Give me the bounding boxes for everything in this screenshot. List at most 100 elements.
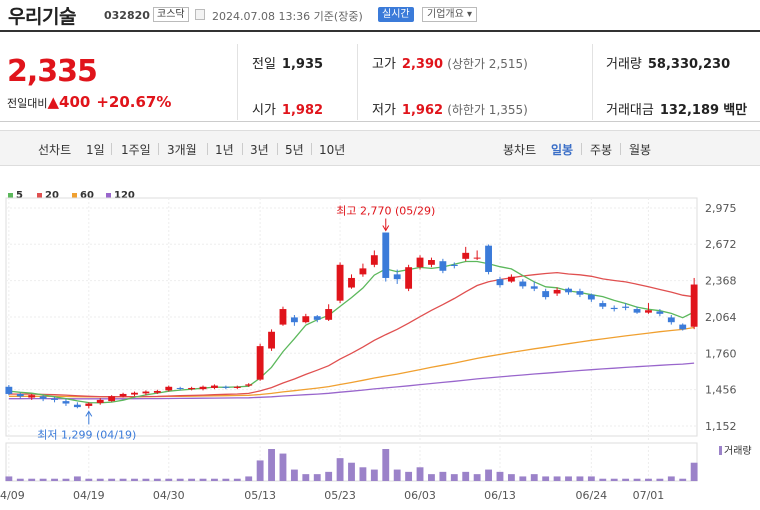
candle xyxy=(485,245,492,272)
price-summary: 2,335 전일대비▲400 +20.67% xyxy=(0,32,760,122)
volume-bar xyxy=(28,478,36,481)
tab-1w[interactable]: 1주일 xyxy=(121,143,151,157)
volume-bar xyxy=(313,474,321,481)
timestamp: 2024.07.08 13:36 기준(장중) xyxy=(212,10,363,23)
candle xyxy=(496,279,504,286)
volume-bar xyxy=(96,478,104,481)
candle xyxy=(165,386,173,391)
candle xyxy=(542,291,550,298)
candle xyxy=(679,324,687,330)
volume-bar xyxy=(565,476,572,481)
candle xyxy=(553,289,561,294)
candle xyxy=(176,387,184,389)
x-tick-label: 06/24 xyxy=(575,489,607,502)
volume-bar xyxy=(359,467,367,481)
volume-bar xyxy=(507,474,515,481)
volume-bar xyxy=(679,478,687,481)
trade-value: 거래대금 132,189 백만 xyxy=(606,103,748,118)
volume-bar xyxy=(108,478,116,481)
candle xyxy=(325,309,333,320)
volume-bar xyxy=(656,478,664,481)
volume-bar xyxy=(428,474,435,481)
candle xyxy=(348,277,355,288)
volume-legend-swatch xyxy=(719,446,722,455)
company-info-button[interactable]: 기업개요 ▾ xyxy=(422,7,477,22)
volume-bar xyxy=(188,478,196,481)
change-amount: 400 xyxy=(59,93,91,111)
volume-bar xyxy=(119,478,127,481)
divider xyxy=(357,44,358,120)
x-tick-label: 07/01 xyxy=(633,489,665,502)
y-tick-label: 2,672 xyxy=(705,238,737,251)
tab-10y[interactable]: 10년 xyxy=(319,143,346,157)
clock-icon xyxy=(195,9,205,20)
candle xyxy=(450,264,458,266)
candle xyxy=(370,255,378,265)
live-button[interactable]: 실시간 xyxy=(378,7,414,22)
x-tick-label: 04/30 xyxy=(153,489,185,502)
candle xyxy=(268,331,275,349)
divider xyxy=(0,30,760,32)
tab-daily[interactable]: 일봉 xyxy=(551,143,574,157)
volume-bar xyxy=(211,478,218,481)
candle xyxy=(119,393,127,397)
candle xyxy=(302,316,310,323)
candle xyxy=(393,274,401,280)
volume-bar xyxy=(370,469,378,481)
candle xyxy=(222,386,230,388)
candle xyxy=(85,403,93,406)
candle xyxy=(96,399,104,403)
candle xyxy=(576,291,584,295)
candle xyxy=(439,261,447,271)
volume-bar xyxy=(302,474,310,481)
high-price: 고가 2,390 (상한가 2,515) xyxy=(372,57,528,72)
tab-3m[interactable]: 3개월 xyxy=(167,143,197,157)
candle xyxy=(188,387,196,390)
x-tick-label: 04/19 xyxy=(73,489,105,502)
tab-weekly[interactable]: 주봉 xyxy=(590,143,613,157)
volume-bar xyxy=(519,476,527,481)
candle xyxy=(565,288,572,293)
volume-bar xyxy=(16,478,24,481)
line-chart-label: 선차트 xyxy=(38,143,72,157)
candle xyxy=(28,395,36,398)
volume-bar xyxy=(450,474,458,481)
candle xyxy=(645,310,652,313)
volume-bar xyxy=(279,453,287,481)
volume-bar xyxy=(576,476,584,481)
tab-5y[interactable]: 5년 xyxy=(285,143,304,157)
tab-3y[interactable]: 3년 xyxy=(250,143,269,157)
legend-ma20: 20 xyxy=(37,190,59,201)
volume-bar xyxy=(473,474,481,481)
prev-close: 전일 1,935 xyxy=(252,57,324,72)
high-arrow-head xyxy=(382,225,390,232)
candle xyxy=(199,386,207,390)
volume-bar xyxy=(587,476,595,481)
tab-1y[interactable]: 1년 xyxy=(215,143,234,157)
volume-bar xyxy=(165,478,173,481)
volume-bar xyxy=(667,476,675,481)
candle xyxy=(610,307,618,310)
volume-bar xyxy=(336,458,344,481)
volume-bar xyxy=(256,460,264,481)
tab-monthly[interactable]: 월봉 xyxy=(629,143,652,157)
volume-bar xyxy=(633,478,641,481)
up-arrow-icon: ▲ xyxy=(47,93,60,111)
market-badge: 코스닥 xyxy=(153,7,189,22)
high-annotation: 최고 2,770 (05/29) xyxy=(336,205,435,218)
volume-bar xyxy=(645,478,652,481)
volume-label: 거래량 xyxy=(724,445,752,457)
y-tick-label: 2,064 xyxy=(705,311,737,324)
candle xyxy=(73,404,81,408)
volume-bar xyxy=(73,476,81,481)
volume-bar xyxy=(382,449,390,481)
low-annotation: 최저 1,299 (04/19) xyxy=(37,428,136,441)
volume-bar xyxy=(405,471,413,481)
tab-1d[interactable]: 1일 xyxy=(86,143,105,157)
volume-bar xyxy=(131,478,138,481)
candle xyxy=(382,232,390,278)
candle xyxy=(428,260,435,265)
volume-bar xyxy=(393,469,401,481)
volume-bar xyxy=(222,478,230,481)
